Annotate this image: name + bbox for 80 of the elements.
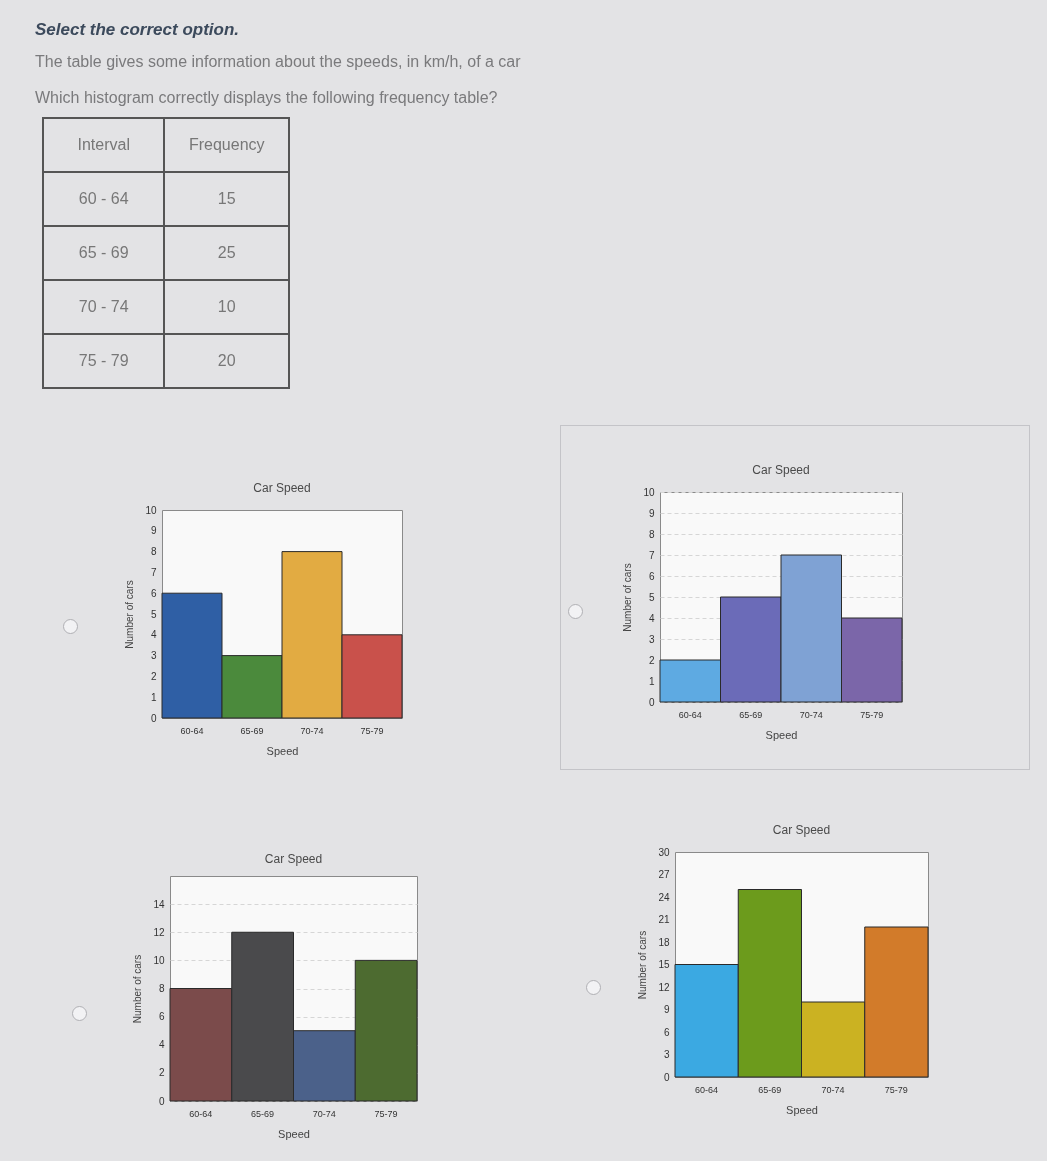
y-tick-label: 8 — [648, 528, 655, 540]
y-tick-label: 5 — [150, 608, 157, 620]
text: The table gives some information about the speeds, in km/h, of a car — [35, 53, 521, 71]
category-label: 70 - 74 — [43, 280, 165, 334]
x-tick-label: 75-79 — [860, 709, 884, 720]
text: Which histogram correctly displays the following frequency table? — [35, 89, 498, 107]
text: Select the correct option. — [35, 20, 240, 40]
x-axis-title: Speed — [266, 744, 299, 757]
y-axis-title: Number of cars — [124, 580, 136, 649]
y-tick-label: 7 — [648, 549, 655, 561]
y-tick-label: 1 — [648, 675, 655, 687]
data-label: 20 — [164, 334, 289, 388]
y-tick-label: 0 — [663, 1071, 670, 1083]
x-tick-label: 65-69 — [240, 725, 264, 736]
y-tick-label: 18 — [658, 936, 670, 948]
y-tick-label: 6 — [150, 587, 157, 599]
y-tick-label: 2 — [648, 654, 655, 666]
y-tick-label: 21 — [658, 914, 670, 925]
x-tick-label: 75-79 — [360, 725, 384, 736]
x-tick-label: 60-64 — [180, 725, 204, 736]
y-tick-label: 7 — [150, 566, 157, 578]
text: Frequency — [164, 118, 289, 172]
y-tick-label: 10 — [153, 954, 165, 966]
category-label: 60 - 64 — [43, 172, 165, 226]
y-tick-label: 4 — [158, 1039, 165, 1051]
y-tick-label: 10 — [643, 486, 655, 498]
x-tick-label: 65-69 — [739, 709, 763, 720]
y-tick-label: 30 — [658, 846, 670, 858]
y-tick-label: 9 — [663, 1004, 670, 1015]
data-label: 25 — [164, 226, 289, 280]
x-axis-title: Speed — [786, 1103, 818, 1116]
y-axis-title: Number of cars — [132, 954, 144, 1024]
y-tick-label: 2 — [150, 670, 157, 682]
y-tick-label: 9 — [150, 525, 157, 537]
chart-title: Car Speed — [253, 481, 311, 495]
y-tick-label: 27 — [658, 869, 670, 880]
x-tick-label: 65-69 — [251, 1108, 275, 1119]
y-tick-label: 3 — [150, 650, 157, 662]
y-tick-label: 6 — [663, 1026, 670, 1038]
x-tick-label: 60-64 — [189, 1108, 213, 1119]
y-tick-label: 6 — [158, 1011, 165, 1023]
y-tick-label: 14 — [153, 898, 165, 910]
chart-title: Car Speed — [264, 852, 323, 866]
x-tick-label: 75-79 — [374, 1108, 398, 1119]
y-tick-label: 24 — [658, 891, 670, 903]
text: Interval — [43, 118, 165, 172]
category-label: 75 - 79 — [43, 334, 165, 388]
y-tick-label: 4 — [648, 612, 655, 624]
y-axis-title: Number of cars — [637, 930, 649, 1000]
y-tick-label: 0 — [648, 696, 655, 708]
x-tick-label: 70-74 — [821, 1084, 845, 1095]
y-tick-label: 4 — [150, 629, 157, 641]
y-axis-title: Number of cars — [622, 563, 634, 632]
category-label: 65 - 69 — [43, 226, 165, 280]
chart-title: Car Speed — [772, 823, 831, 837]
x-tick-label: 60-64 — [678, 709, 702, 720]
y-tick-label: 10 — [145, 504, 157, 516]
y-tick-label: 3 — [648, 633, 655, 645]
x-tick-label: 65-69 — [758, 1084, 782, 1095]
y-tick-label: 2 — [158, 1067, 165, 1079]
y-tick-label: 12 — [153, 926, 165, 938]
x-tick-label: 60-64 — [695, 1084, 719, 1095]
x-tick-label: 75-79 — [884, 1084, 908, 1095]
y-tick-label: 5 — [648, 591, 655, 603]
x-axis-title: Speed — [765, 728, 798, 741]
y-tick-label: 0 — [158, 1095, 165, 1107]
y-tick-label: 0 — [150, 712, 157, 724]
y-tick-label: 8 — [150, 546, 157, 558]
x-axis-title: Speed — [278, 1127, 310, 1140]
y-tick-label: 15 — [658, 959, 670, 970]
x-tick-label: 70-74 — [799, 709, 823, 720]
x-tick-label: 70-74 — [300, 725, 324, 736]
y-tick-label: 12 — [658, 981, 670, 993]
y-tick-label: 9 — [648, 507, 655, 519]
y-tick-label: 3 — [663, 1049, 670, 1060]
x-tick-label: 70-74 — [312, 1108, 336, 1119]
y-tick-label: 1 — [150, 691, 157, 703]
y-tick-label: 8 — [158, 983, 165, 994]
chart-title: Car Speed — [752, 463, 810, 477]
y-tick-label: 6 — [648, 570, 655, 582]
